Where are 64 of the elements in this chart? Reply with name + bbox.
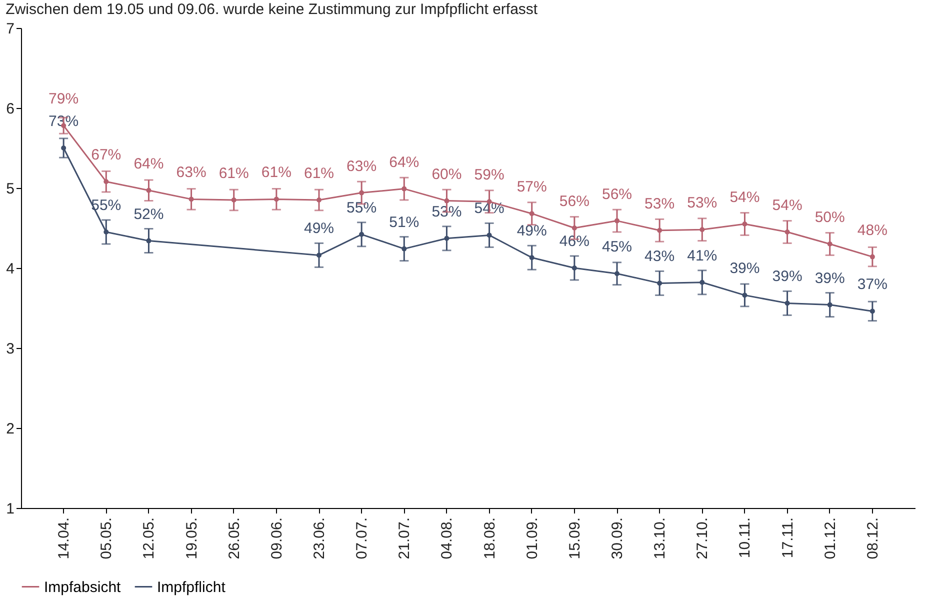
x-tick-label: 08.12. (864, 518, 882, 560)
annotation: 79% (48, 90, 79, 108)
annotation: 46% (559, 233, 590, 250)
x-tick-label: 10.11. (736, 518, 754, 558)
x-tick-label: 17.11. (779, 518, 796, 558)
annotation: 49% (516, 222, 547, 240)
x-tick-label: 05.05. (98, 518, 116, 560)
annotation: 51% (389, 214, 420, 231)
y-tick-label: 3 (6, 340, 14, 358)
annotation: 56% (559, 193, 590, 210)
annotation: 63% (176, 164, 206, 182)
x-tick-label: 14.04. (56, 518, 73, 560)
annotation: 61% (218, 165, 249, 182)
annotation: 52% (134, 206, 164, 223)
annotation: 53% (432, 203, 462, 220)
annotation: 64% (134, 155, 164, 172)
x-tick-label: 13.10. (652, 518, 669, 560)
x-tick-label: 15.09. (566, 518, 584, 560)
annotation: 50% (814, 209, 845, 226)
x-tick-label: 18.08. (481, 518, 498, 560)
annotation: 61% (261, 164, 292, 182)
annotation: 39% (772, 268, 802, 286)
annotation: 49% (304, 220, 334, 238)
x-tick-label: 09.06. (268, 518, 286, 560)
y-tick-label: 5 (6, 180, 14, 198)
annotation: 54% (772, 197, 802, 214)
chart-title: Zwischen dem 19.05 und 09.06. wurde keine Zustimmung zur Impfpflicht erfasst (6, 1, 538, 18)
annotation: 60% (432, 166, 462, 183)
annotation: 39% (814, 270, 845, 287)
annotation: 37% (857, 276, 888, 294)
y-tick-label: 7 (6, 20, 14, 38)
x-tick-label: 30.09. (609, 518, 626, 560)
annotation: 43% (644, 248, 675, 266)
annotation: 39% (730, 260, 760, 278)
annotation: 53% (687, 194, 718, 212)
x-tick-label: 07.07. (354, 518, 371, 560)
x-tick-label: 04.08. (438, 518, 456, 560)
annotation: 55% (346, 199, 377, 216)
annotation: 56% (602, 186, 632, 203)
annotation: 63% (346, 158, 377, 175)
x-tick-label: 23.06. (311, 518, 328, 560)
annotation: 61% (304, 165, 334, 182)
x-tick-label: 26.05. (226, 518, 243, 560)
annotation: 57% (516, 178, 547, 196)
annotation: 48% (857, 222, 888, 239)
y-tick-label: 4 (6, 260, 14, 278)
x-tick-label: 27.10. (694, 518, 712, 560)
annotation: 67% (91, 146, 122, 164)
annotation: 53% (644, 195, 675, 212)
x-tick-label: 01.12. (822, 518, 839, 560)
annotation: 59% (474, 166, 504, 184)
annotation: 54% (730, 189, 760, 206)
annotation: 64% (389, 154, 420, 171)
x-tick-label: 01.09. (524, 518, 541, 560)
legend-label: Impfabsicht (44, 578, 122, 596)
legend-label: Impfpflicht (157, 578, 226, 596)
y-tick-label: 1 (6, 500, 14, 518)
y-tick-label: 2 (6, 420, 14, 438)
annotation: 45% (602, 238, 632, 256)
annotation: 41% (687, 247, 718, 264)
y-tick-label: 6 (6, 100, 14, 118)
x-tick-label: 12.05. (140, 518, 158, 560)
x-tick-label: 19.05. (183, 518, 200, 560)
x-tick-label: 21.07. (396, 518, 414, 560)
